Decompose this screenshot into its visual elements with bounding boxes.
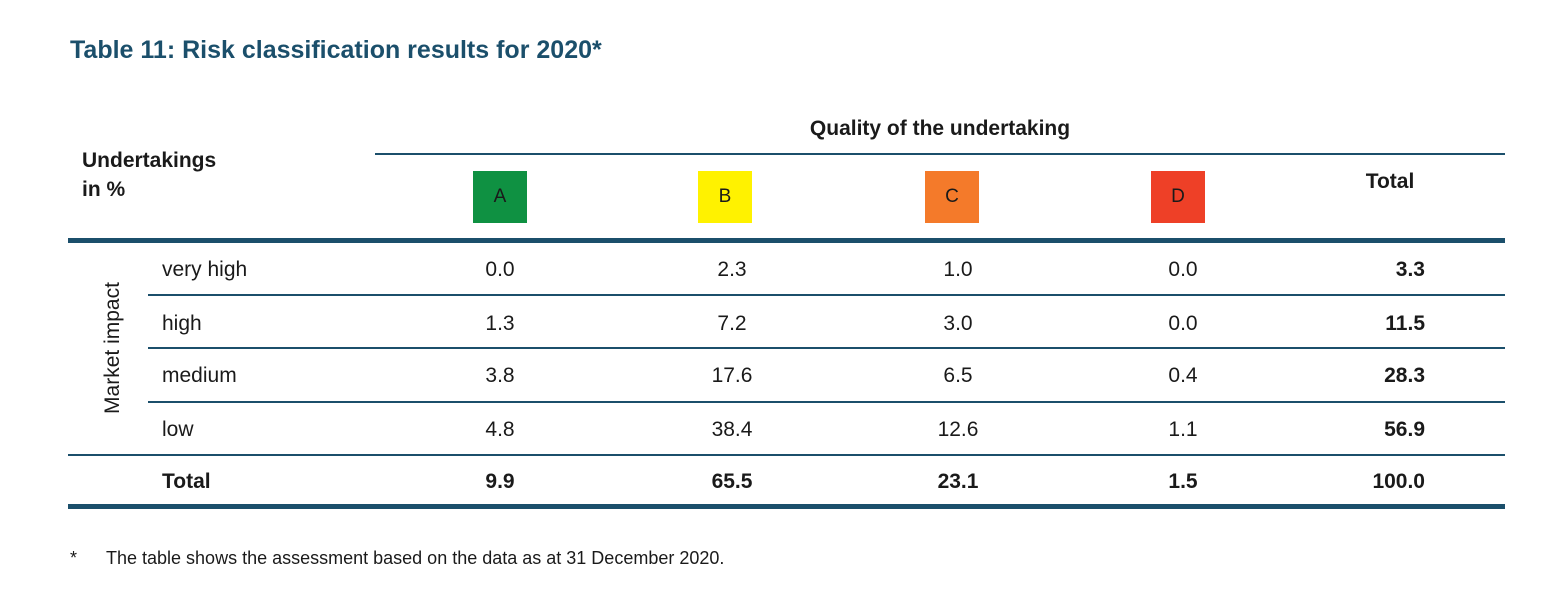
table-bottom-border — [68, 504, 1505, 509]
cell-low-a: 4.8 — [485, 418, 515, 441]
cell-medium-total: 28.3 — [1384, 364, 1425, 387]
cell-low-c: 12.6 — [937, 418, 979, 441]
footnote-text: The table shows the assessment based on … — [106, 548, 725, 568]
row-divider — [148, 401, 1505, 403]
cell-low-total: 56.9 — [1384, 418, 1425, 441]
cell-very-high-a: 0.0 — [485, 258, 515, 281]
cell-very-high-d: 0.0 — [1168, 258, 1198, 281]
cell-medium-c: 6.5 — [943, 364, 973, 387]
cell-total-c: 23.1 — [937, 470, 979, 493]
cell-low-d: 1.1 — [1168, 418, 1198, 441]
cell-very-high-b: 2.3 — [717, 258, 747, 281]
cell-total-b: 65.5 — [711, 470, 753, 493]
totals-divider — [68, 454, 1505, 456]
row-label-very-high: very high — [162, 258, 248, 281]
cell-medium-d: 0.4 — [1168, 364, 1198, 387]
row-label-low: low — [162, 418, 194, 441]
cell-high-a: 1.3 — [485, 312, 515, 335]
cell-total-a: 9.9 — [485, 470, 515, 493]
quality-badge-d: D — [1151, 171, 1205, 223]
row-label-medium: medium — [162, 364, 237, 387]
cell-low-b: 38.4 — [711, 418, 753, 441]
cell-very-high-c: 1.0 — [943, 258, 973, 281]
row-label-high: high — [162, 312, 202, 335]
cell-medium-a: 3.8 — [485, 364, 515, 387]
row-divider — [148, 347, 1505, 349]
cell-medium-b: 17.6 — [711, 364, 753, 387]
header-divider — [68, 238, 1505, 243]
footnote: * The table shows the assessment based on… — [70, 548, 724, 569]
cell-high-d: 0.0 — [1168, 312, 1198, 335]
column-group-divider — [375, 153, 1505, 155]
corner-label: Undertakings in % — [82, 146, 216, 204]
total-column-header: Total — [1365, 170, 1415, 193]
cell-grand-total: 100.0 — [1372, 470, 1425, 493]
row-label-total: Total — [162, 470, 211, 493]
quality-badge-b: B — [698, 171, 752, 223]
column-group-header: Quality of the undertaking — [809, 117, 1071, 140]
corner-label-line-1: Undertakings — [82, 149, 217, 172]
cell-total-d: 1.5 — [1168, 470, 1198, 493]
corner-label-line-2: in % — [82, 178, 126, 201]
cell-high-b: 7.2 — [717, 312, 747, 335]
row-divider — [148, 294, 1505, 296]
cell-high-c: 3.0 — [943, 312, 973, 335]
cell-high-total: 11.5 — [1385, 312, 1425, 335]
cell-very-high-total: 3.3 — [1395, 258, 1425, 281]
quality-badge-c: C — [925, 171, 979, 223]
row-group-label: Market impact — [101, 282, 124, 414]
footnote-marker: * — [70, 548, 78, 568]
quality-badge-a: A — [473, 171, 527, 223]
table-title: Table 11: Risk classification results fo… — [70, 36, 602, 64]
